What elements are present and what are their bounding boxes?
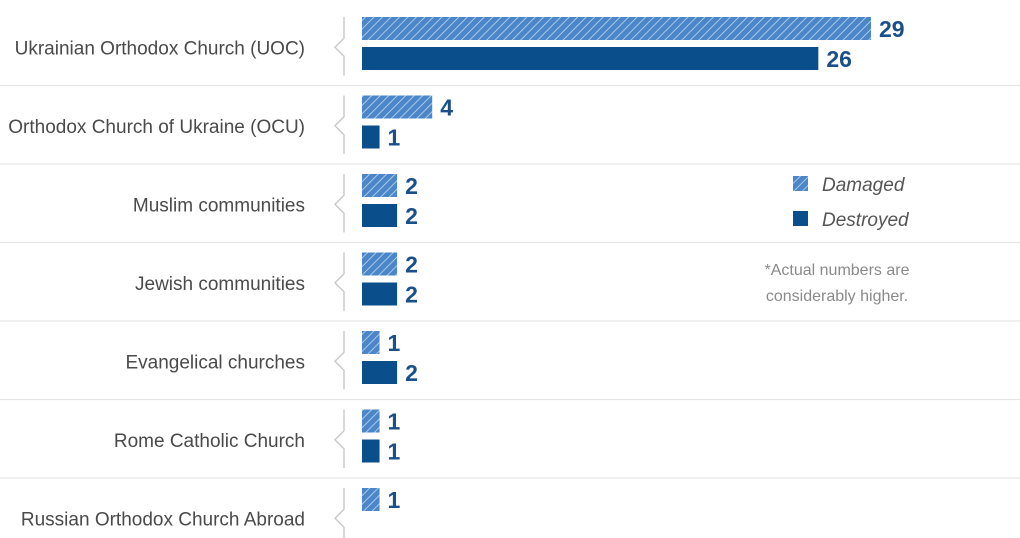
legend: Damaged Destroyed — [793, 175, 910, 231]
category-label: Muslim communities — [133, 195, 305, 216]
category-bracket — [335, 174, 344, 233]
bar-damaged — [362, 96, 432, 119]
bar-damaged — [362, 17, 871, 40]
category-label: Ukrainian Orthodox Church (UOC) — [15, 38, 305, 59]
legend-swatch-destroyed — [793, 211, 808, 226]
legend-label-destroyed: Destroyed — [822, 210, 910, 231]
category-label: Rome Catholic Church — [114, 431, 305, 452]
category-bracket — [335, 17, 344, 76]
value-label-destroyed: 2 — [405, 203, 418, 229]
value-label-destroyed: 2 — [405, 282, 418, 308]
bar-damaged — [362, 253, 397, 276]
value-label-damaged: 1 — [388, 409, 401, 435]
category-bracket — [335, 96, 344, 155]
bar-destroyed — [362, 361, 397, 384]
bar-damaged — [362, 331, 380, 354]
category-label: Jewish communities — [135, 274, 305, 295]
value-label-damaged: 1 — [388, 487, 401, 513]
value-label-damaged: 1 — [388, 330, 401, 356]
footnote: *Actual numbers are considerably higher. — [765, 262, 910, 305]
value-label-destroyed: 1 — [388, 439, 401, 465]
value-label-damaged: 29 — [879, 16, 905, 42]
category-label: Russian Orthodox Church Abroad — [21, 509, 305, 530]
footnote-line-1: *Actual numbers are — [765, 262, 910, 279]
value-label-destroyed: 26 — [826, 46, 852, 72]
bar-destroyed — [362, 47, 818, 70]
bar-damaged — [362, 488, 380, 511]
category-label: Evangelical churches — [125, 352, 305, 373]
value-label-damaged: 2 — [405, 252, 418, 278]
category-bracket — [335, 253, 344, 312]
bar-destroyed — [362, 440, 380, 463]
legend-swatch-damaged — [793, 176, 808, 191]
bar-destroyed — [362, 126, 380, 149]
value-label-destroyed: 1 — [388, 125, 401, 151]
value-label-damaged: 2 — [405, 173, 418, 199]
bar-damaged — [362, 410, 380, 433]
category-bracket — [335, 488, 344, 538]
legend-label-damaged: Damaged — [822, 175, 906, 196]
bar-destroyed — [362, 283, 397, 306]
value-label-destroyed: 2 — [405, 360, 418, 386]
bar-damaged — [362, 174, 397, 197]
footnote-line-2: considerably higher. — [766, 288, 908, 305]
category-bracket — [335, 410, 344, 469]
bar-destroyed — [362, 204, 397, 227]
category-bracket — [335, 331, 344, 390]
value-label-damaged: 4 — [440, 95, 453, 121]
category-label: Orthodox Church of Ukraine (OCU) — [8, 117, 305, 138]
